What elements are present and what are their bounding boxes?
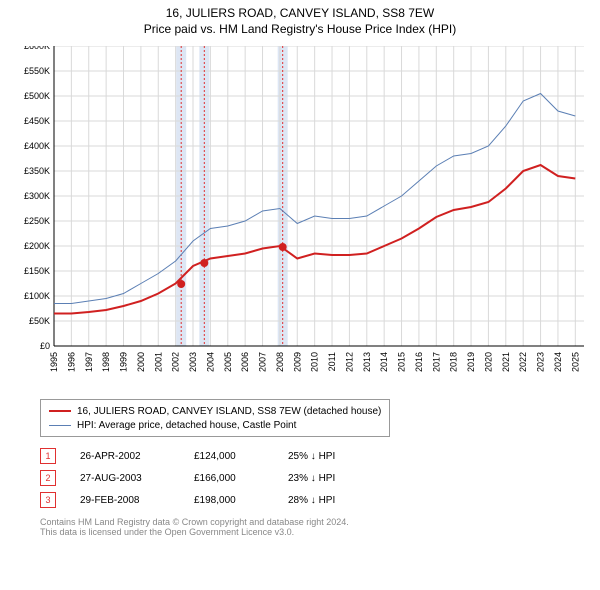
- legend: 16, JULIERS ROAD, CANVEY ISLAND, SS8 7EW…: [40, 399, 390, 437]
- svg-text:2000: 2000: [136, 352, 146, 372]
- sale-date: 26-APR-2002: [80, 451, 170, 462]
- sale-row: 2 27-AUG-2003 £166,000 23% ↓ HPI: [40, 467, 588, 489]
- sale-row: 1 26-APR-2002 £124,000 25% ↓ HPI: [40, 445, 588, 467]
- chart-title: 16, JULIERS ROAD, CANVEY ISLAND, SS8 7EW: [0, 6, 600, 20]
- sale-diff: 28% ↓ HPI: [288, 495, 378, 506]
- sale-marker: 3: [40, 492, 56, 508]
- legend-row-property: 16, JULIERS ROAD, CANVEY ISLAND, SS8 7EW…: [49, 404, 381, 418]
- svg-text:1997: 1997: [84, 352, 94, 372]
- svg-text:£350K: £350K: [24, 166, 50, 176]
- svg-text:2016: 2016: [414, 352, 424, 372]
- svg-text:£600K: £600K: [24, 46, 50, 51]
- svg-text:2009: 2009: [292, 352, 302, 372]
- svg-text:2005: 2005: [223, 352, 233, 372]
- legend-label-property: 16, JULIERS ROAD, CANVEY ISLAND, SS8 7EW…: [77, 406, 381, 417]
- svg-text:2004: 2004: [205, 352, 215, 372]
- svg-text:2002: 2002: [171, 352, 181, 372]
- footer-line-2: This data is licensed under the Open Gov…: [40, 527, 588, 537]
- svg-text:2022: 2022: [518, 352, 528, 372]
- svg-text:£50K: £50K: [29, 316, 50, 326]
- legend-swatch-property: [49, 410, 71, 412]
- svg-text:£0: £0: [40, 341, 50, 351]
- sale-marker: 2: [40, 470, 56, 486]
- svg-text:1995: 1995: [49, 352, 59, 372]
- svg-text:2019: 2019: [466, 352, 476, 372]
- sale-diff: 23% ↓ HPI: [288, 473, 378, 484]
- footer: Contains HM Land Registry data © Crown c…: [40, 517, 588, 537]
- title-block: 16, JULIERS ROAD, CANVEY ISLAND, SS8 7EW…: [0, 0, 600, 36]
- svg-text:2013: 2013: [362, 352, 372, 372]
- svg-text:£300K: £300K: [24, 191, 50, 201]
- svg-text:2001: 2001: [153, 352, 163, 372]
- svg-text:2006: 2006: [240, 352, 250, 372]
- svg-text:2014: 2014: [379, 352, 389, 372]
- svg-text:£200K: £200K: [24, 241, 50, 251]
- chart-container: 16, JULIERS ROAD, CANVEY ISLAND, SS8 7EW…: [0, 0, 600, 590]
- chart-area: 123£0£50K£100K£150K£200K£250K£300K£350K£…: [12, 46, 588, 391]
- svg-text:1999: 1999: [119, 352, 129, 372]
- sales-table: 1 26-APR-2002 £124,000 25% ↓ HPI 2 27-AUG-200…: [40, 445, 588, 511]
- footer-line-1: Contains HM Land Registry data © Crown c…: [40, 517, 588, 527]
- svg-text:1996: 1996: [66, 352, 76, 372]
- svg-text:1998: 1998: [101, 352, 111, 372]
- svg-text:2017: 2017: [431, 352, 441, 372]
- svg-text:2007: 2007: [258, 352, 268, 372]
- svg-text:£500K: £500K: [24, 91, 50, 101]
- chart-subtitle: Price paid vs. HM Land Registry's House …: [0, 22, 600, 36]
- svg-text:2018: 2018: [449, 352, 459, 372]
- svg-text:2020: 2020: [483, 352, 493, 372]
- svg-text:£550K: £550K: [24, 66, 50, 76]
- svg-text:2008: 2008: [275, 352, 285, 372]
- sale-date: 27-AUG-2003: [80, 473, 170, 484]
- svg-text:2023: 2023: [536, 352, 546, 372]
- svg-text:£450K: £450K: [24, 116, 50, 126]
- sale-price: £198,000: [194, 495, 264, 506]
- svg-text:2011: 2011: [327, 352, 337, 371]
- svg-text:2010: 2010: [310, 352, 320, 372]
- legend-label-hpi: HPI: Average price, detached house, Cast…: [77, 420, 296, 431]
- sale-diff: 25% ↓ HPI: [288, 451, 378, 462]
- legend-swatch-hpi: [49, 425, 71, 426]
- svg-text:2021: 2021: [501, 352, 511, 372]
- svg-text:2025: 2025: [570, 352, 580, 372]
- svg-text:2024: 2024: [553, 352, 563, 372]
- svg-text:£400K: £400K: [24, 141, 50, 151]
- sale-marker: 1: [40, 448, 56, 464]
- line-chart: 123£0£50K£100K£150K£200K£250K£300K£350K£…: [12, 46, 588, 386]
- svg-text:2015: 2015: [397, 352, 407, 372]
- svg-text:£150K: £150K: [24, 266, 50, 276]
- sale-row: 3 29-FEB-2008 £198,000 28% ↓ HPI: [40, 489, 588, 511]
- svg-text:2003: 2003: [188, 352, 198, 372]
- svg-text:£100K: £100K: [24, 291, 50, 301]
- sale-date: 29-FEB-2008: [80, 495, 170, 506]
- svg-text:2012: 2012: [344, 352, 354, 372]
- sale-price: £166,000: [194, 473, 264, 484]
- svg-text:£250K: £250K: [24, 216, 50, 226]
- sale-price: £124,000: [194, 451, 264, 462]
- legend-row-hpi: HPI: Average price, detached house, Cast…: [49, 418, 381, 432]
